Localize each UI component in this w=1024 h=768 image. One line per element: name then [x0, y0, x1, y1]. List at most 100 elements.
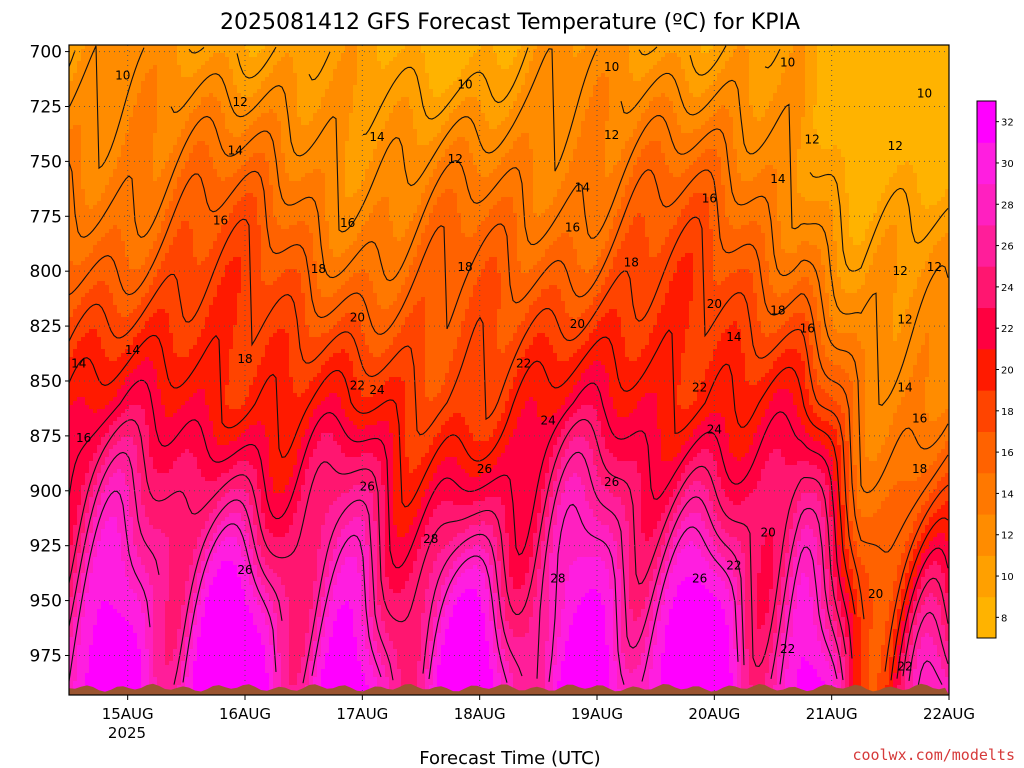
- plot-frame: [68, 44, 950, 696]
- colorbar-tick-label: 28: [1001, 200, 1014, 211]
- contour-label: 22: [692, 381, 707, 395]
- colorbar-swatch: [977, 142, 996, 185]
- colorbar-swatch: [977, 224, 996, 267]
- x-tick-label: 19AUG: [571, 705, 623, 723]
- x-tick-label: 17AUG: [336, 705, 388, 723]
- contour-label: 14: [575, 181, 590, 195]
- isotherm-line: [69, 216, 865, 620]
- colorbar-swatch: [977, 431, 996, 474]
- contour-label: 14: [125, 343, 140, 357]
- isotherm-line: [69, 45, 145, 170]
- contour-label: 28: [423, 532, 438, 546]
- isotherm-line: [638, 46, 658, 56]
- x-tick-label: 20AUG: [688, 705, 740, 723]
- contour-label: 12: [604, 128, 619, 142]
- contour-label: 18: [457, 260, 472, 274]
- contour-label: 12: [232, 95, 247, 109]
- contour-labels: 10 10 10 10 10 12 12 12 12 12 12 12 12 14 14 14 14 14 14 14…: [71, 56, 942, 674]
- plot-area: [69, 45, 949, 695]
- ground-surface: [69, 683, 949, 695]
- x-axis-ticks: 15AUG 16AUG 17AUG 18AUG 19AUG 20AUG 21AUG 22AUG: [102, 695, 975, 723]
- colorbar-swatch: [977, 348, 996, 391]
- x-tick-label: 16AUG: [219, 705, 271, 723]
- contour-label: 14: [228, 143, 243, 157]
- isotherm-line: [917, 660, 943, 687]
- isotherm-line: [908, 611, 949, 681]
- contour-label: 20: [868, 587, 883, 601]
- chart-title: 2025081412 GFS Forecast Temperature (ºC)…: [220, 10, 800, 35]
- contour-label: 26: [237, 563, 252, 577]
- isotherm-line: [779, 546, 838, 685]
- contour-label: 20: [350, 310, 365, 324]
- y-tick-label: 775: [30, 207, 62, 227]
- contour-label: 24: [540, 414, 555, 428]
- colorbar-swatch: [977, 514, 996, 556]
- contour-label: 20: [760, 526, 775, 540]
- contour-label: 22: [726, 558, 741, 572]
- contour-label: 18: [311, 262, 326, 276]
- contour-label: 12: [804, 132, 819, 146]
- contour-label: 14: [71, 356, 86, 370]
- contour-label: 10: [917, 86, 932, 100]
- y-axis-ticks: 700 725 750 775 800 825 850 875 900 925 950 975: [30, 43, 69, 666]
- contour-label: 26: [604, 475, 619, 489]
- colorbar-tick-label: 10: [1001, 572, 1014, 583]
- x-axis-label: Forecast Time (UTC): [419, 748, 600, 768]
- colorbar-tick-label: 20: [1001, 366, 1014, 377]
- isotherm-line: [69, 379, 853, 659]
- contour-label: 18: [912, 462, 927, 476]
- contour-label: 20: [570, 317, 585, 331]
- isotherm-line: [69, 169, 949, 553]
- contour-label: 22: [780, 642, 795, 656]
- colorbar-tick-label: 26: [1001, 242, 1014, 253]
- contour-label: 14: [897, 381, 912, 395]
- x-tick-label: 18AUG: [454, 705, 506, 723]
- contour-label: 28: [550, 572, 565, 586]
- isotherm-line: [428, 555, 508, 683]
- contour-label: 14: [369, 130, 384, 144]
- contour-label: 10: [780, 56, 795, 70]
- colorbar-swatch: [977, 183, 996, 226]
- colorbar-tick-label: 24: [1001, 283, 1014, 294]
- isotherm-line: [641, 526, 739, 682]
- y-tick-label: 875: [30, 427, 62, 447]
- contour-label: 22: [897, 659, 912, 673]
- credit-text: coolwx.com/modelts: [852, 746, 1015, 764]
- colorbar-tick-label: 30: [1001, 159, 1014, 170]
- contour-label: 12: [892, 264, 907, 278]
- contour-label: 26: [692, 572, 707, 586]
- x-tick-label: 15AUG: [102, 705, 154, 723]
- x-axis-year: 2025: [108, 724, 146, 742]
- isotherm-line: [69, 451, 160, 627]
- isotherm-lines: [69, 45, 949, 687]
- isotherm-line: [548, 503, 625, 685]
- isotherm-line: [188, 46, 205, 54]
- contour-label: 16: [912, 411, 927, 425]
- isotherm-line: [173, 499, 283, 685]
- y-tick-label: 975: [30, 646, 62, 666]
- contour-label: 14: [726, 330, 741, 344]
- contour-label: 24: [369, 383, 384, 397]
- isotherm-line: [896, 547, 949, 679]
- contour-label: 12: [927, 260, 942, 274]
- contour-label: 12: [448, 152, 463, 166]
- isotherm-line: [362, 47, 529, 136]
- colorbar-swatch: [977, 472, 996, 515]
- y-tick-label: 900: [30, 482, 62, 502]
- colorbar-swatch: [977, 101, 996, 143]
- isotherm-line: [302, 499, 394, 684]
- y-tick-label: 850: [30, 372, 62, 392]
- contour-label: 16: [213, 214, 228, 228]
- y-tick-label: 750: [30, 152, 62, 172]
- isotherm-line: [764, 48, 781, 69]
- contour-label: 12: [888, 139, 903, 153]
- contour-label: 16: [565, 220, 580, 234]
- isotherm-line: [536, 451, 745, 679]
- colorbar-tick-label: 12: [1001, 531, 1014, 542]
- contour-label: 18: [237, 352, 252, 366]
- y-tick-label: 725: [30, 97, 62, 117]
- contour-label: 12: [897, 312, 912, 326]
- colorbar-tick-label: 22: [1001, 324, 1014, 335]
- isotherm-line: [890, 517, 949, 681]
